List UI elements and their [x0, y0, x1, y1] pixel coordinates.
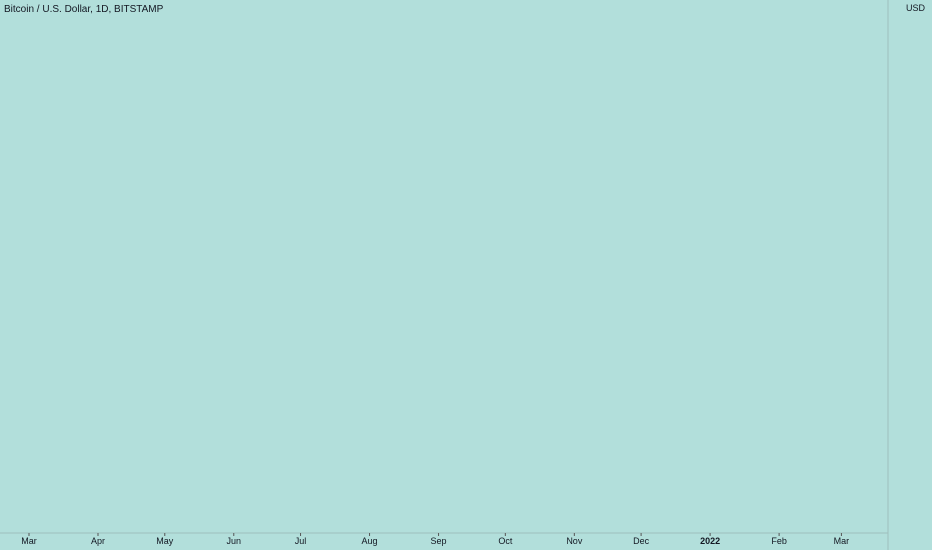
time-tick-label: Feb [771, 536, 787, 546]
time-tick-label: May [156, 536, 174, 546]
time-tick-label: Jun [227, 536, 242, 546]
time-tick-label: Aug [362, 536, 378, 546]
time-axis[interactable]: Mar Apr May Jun Jul Aug Sep Oct Nov Dec 2022 Feb Mar [21, 533, 849, 546]
time-tick-label: 2022 [700, 536, 720, 546]
time-tick-label: Mar [21, 536, 37, 546]
time-tick-label: Jul [295, 536, 307, 546]
time-tick-label: Mar [834, 536, 850, 546]
time-tick-label: Nov [566, 536, 583, 546]
chart-title: Bitcoin / U.S. Dollar, 1D, BITSTAMP [4, 4, 164, 15]
time-tick-label: Dec [633, 536, 650, 546]
time-tick-label: Oct [498, 536, 513, 546]
time-tick-label: Sep [431, 536, 447, 546]
time-tick-label: Apr [91, 536, 105, 546]
currency-label: USD [906, 3, 926, 13]
